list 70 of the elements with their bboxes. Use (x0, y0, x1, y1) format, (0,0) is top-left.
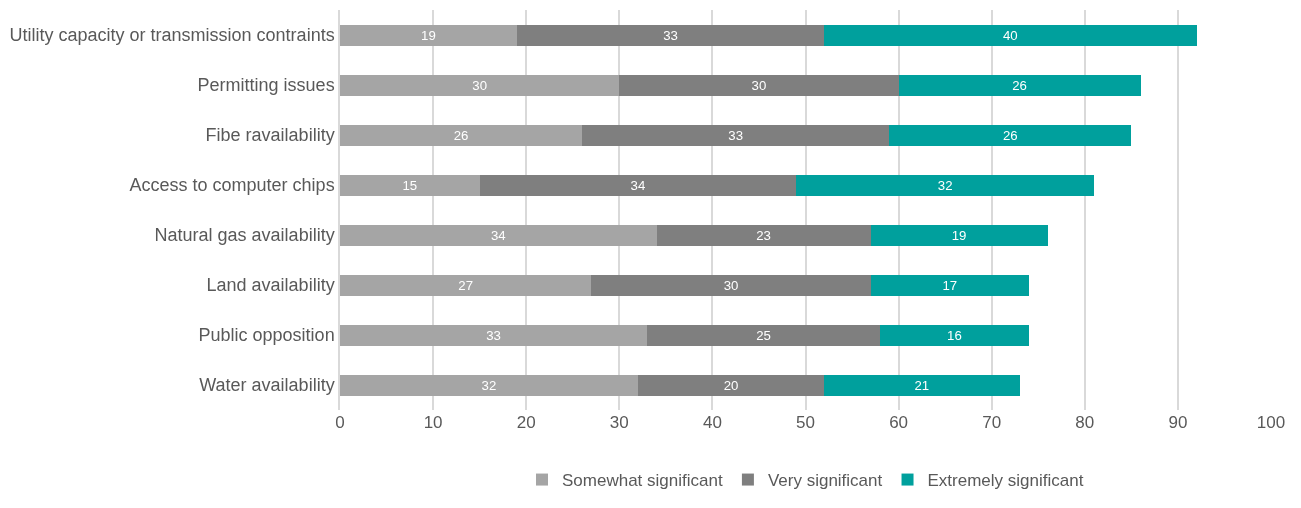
bar (340, 324, 648, 346)
data-label: 32 (481, 377, 497, 393)
y-tick-label: Fibe ravailability (205, 125, 335, 146)
x-tick-label: 80 (1075, 413, 1095, 432)
y-tick-label: Natural gas availability (154, 225, 335, 246)
x-tick-label: 90 (1168, 413, 1188, 432)
x-tick-label: 30 (609, 413, 629, 432)
data-label: 26 (1002, 127, 1018, 143)
data-label: 33 (728, 127, 744, 143)
y-tick-label: Permitting issues (197, 75, 335, 96)
x-tick-label: 100 (1256, 413, 1286, 432)
bar (479, 174, 797, 196)
y-tick-label: Public opposition (198, 325, 335, 346)
data-label: 27 (458, 277, 474, 293)
data-label: 30 (751, 77, 767, 93)
bar (340, 174, 480, 196)
bar (637, 374, 825, 396)
data-label: 15 (402, 177, 418, 193)
legend-label: Extremely significant (927, 471, 1084, 491)
bar (619, 74, 899, 96)
x-tick-label: 50 (796, 413, 815, 432)
bar (340, 124, 583, 146)
bar (879, 324, 1029, 346)
legend-label: Very significant (767, 471, 883, 491)
x-tick-label: 10 (423, 413, 443, 432)
data-label: 19 (421, 27, 436, 43)
y-tick-label: Land availability (206, 275, 335, 296)
bar (870, 224, 1048, 246)
bar (340, 374, 638, 396)
y-tick-label: Access to computer chips (129, 175, 335, 196)
data-label: 40 (1002, 27, 1018, 43)
data-label: 32 (937, 177, 953, 193)
data-label: 26 (453, 127, 469, 143)
bar (656, 224, 871, 246)
y-tick-label: Water availability (199, 375, 335, 396)
data-label: 21 (914, 377, 930, 393)
data-label: 34 (490, 227, 506, 243)
bar (582, 124, 890, 146)
data-label: 30 (472, 77, 488, 93)
data-label: 25 (756, 327, 771, 343)
bar (340, 224, 657, 246)
data-label: 19 (951, 227, 967, 243)
bar (796, 174, 1095, 196)
x-tick-label: 0 (335, 413, 345, 432)
data-label: 17 (942, 277, 958, 293)
data-label: 16 (947, 327, 962, 343)
bar (516, 24, 825, 46)
bar (591, 274, 871, 296)
data-label: 33 (663, 27, 678, 43)
x-tick-label: 60 (889, 413, 909, 432)
data-label: 20 (723, 377, 739, 393)
data-label: 33 (486, 327, 501, 343)
bar (889, 124, 1132, 146)
data-label: 26 (1012, 77, 1027, 93)
data-label: 30 (723, 277, 739, 293)
legend-label: Somewhat significant (562, 471, 723, 491)
data-label: 34 (630, 177, 646, 193)
bar (340, 274, 592, 296)
x-tick-label: 20 (516, 413, 536, 432)
y-tick-label: Utility capacity or transmission contraints (9, 25, 335, 46)
bar (824, 24, 1197, 46)
data-label: 23 (756, 227, 771, 243)
bar (340, 74, 620, 96)
bar (647, 324, 880, 346)
x-tick-label: 70 (982, 413, 1002, 432)
bar (870, 274, 1029, 296)
x-tick-label: 40 (702, 413, 722, 432)
bar (340, 24, 517, 46)
bar (824, 374, 1020, 396)
bar (898, 74, 1141, 96)
